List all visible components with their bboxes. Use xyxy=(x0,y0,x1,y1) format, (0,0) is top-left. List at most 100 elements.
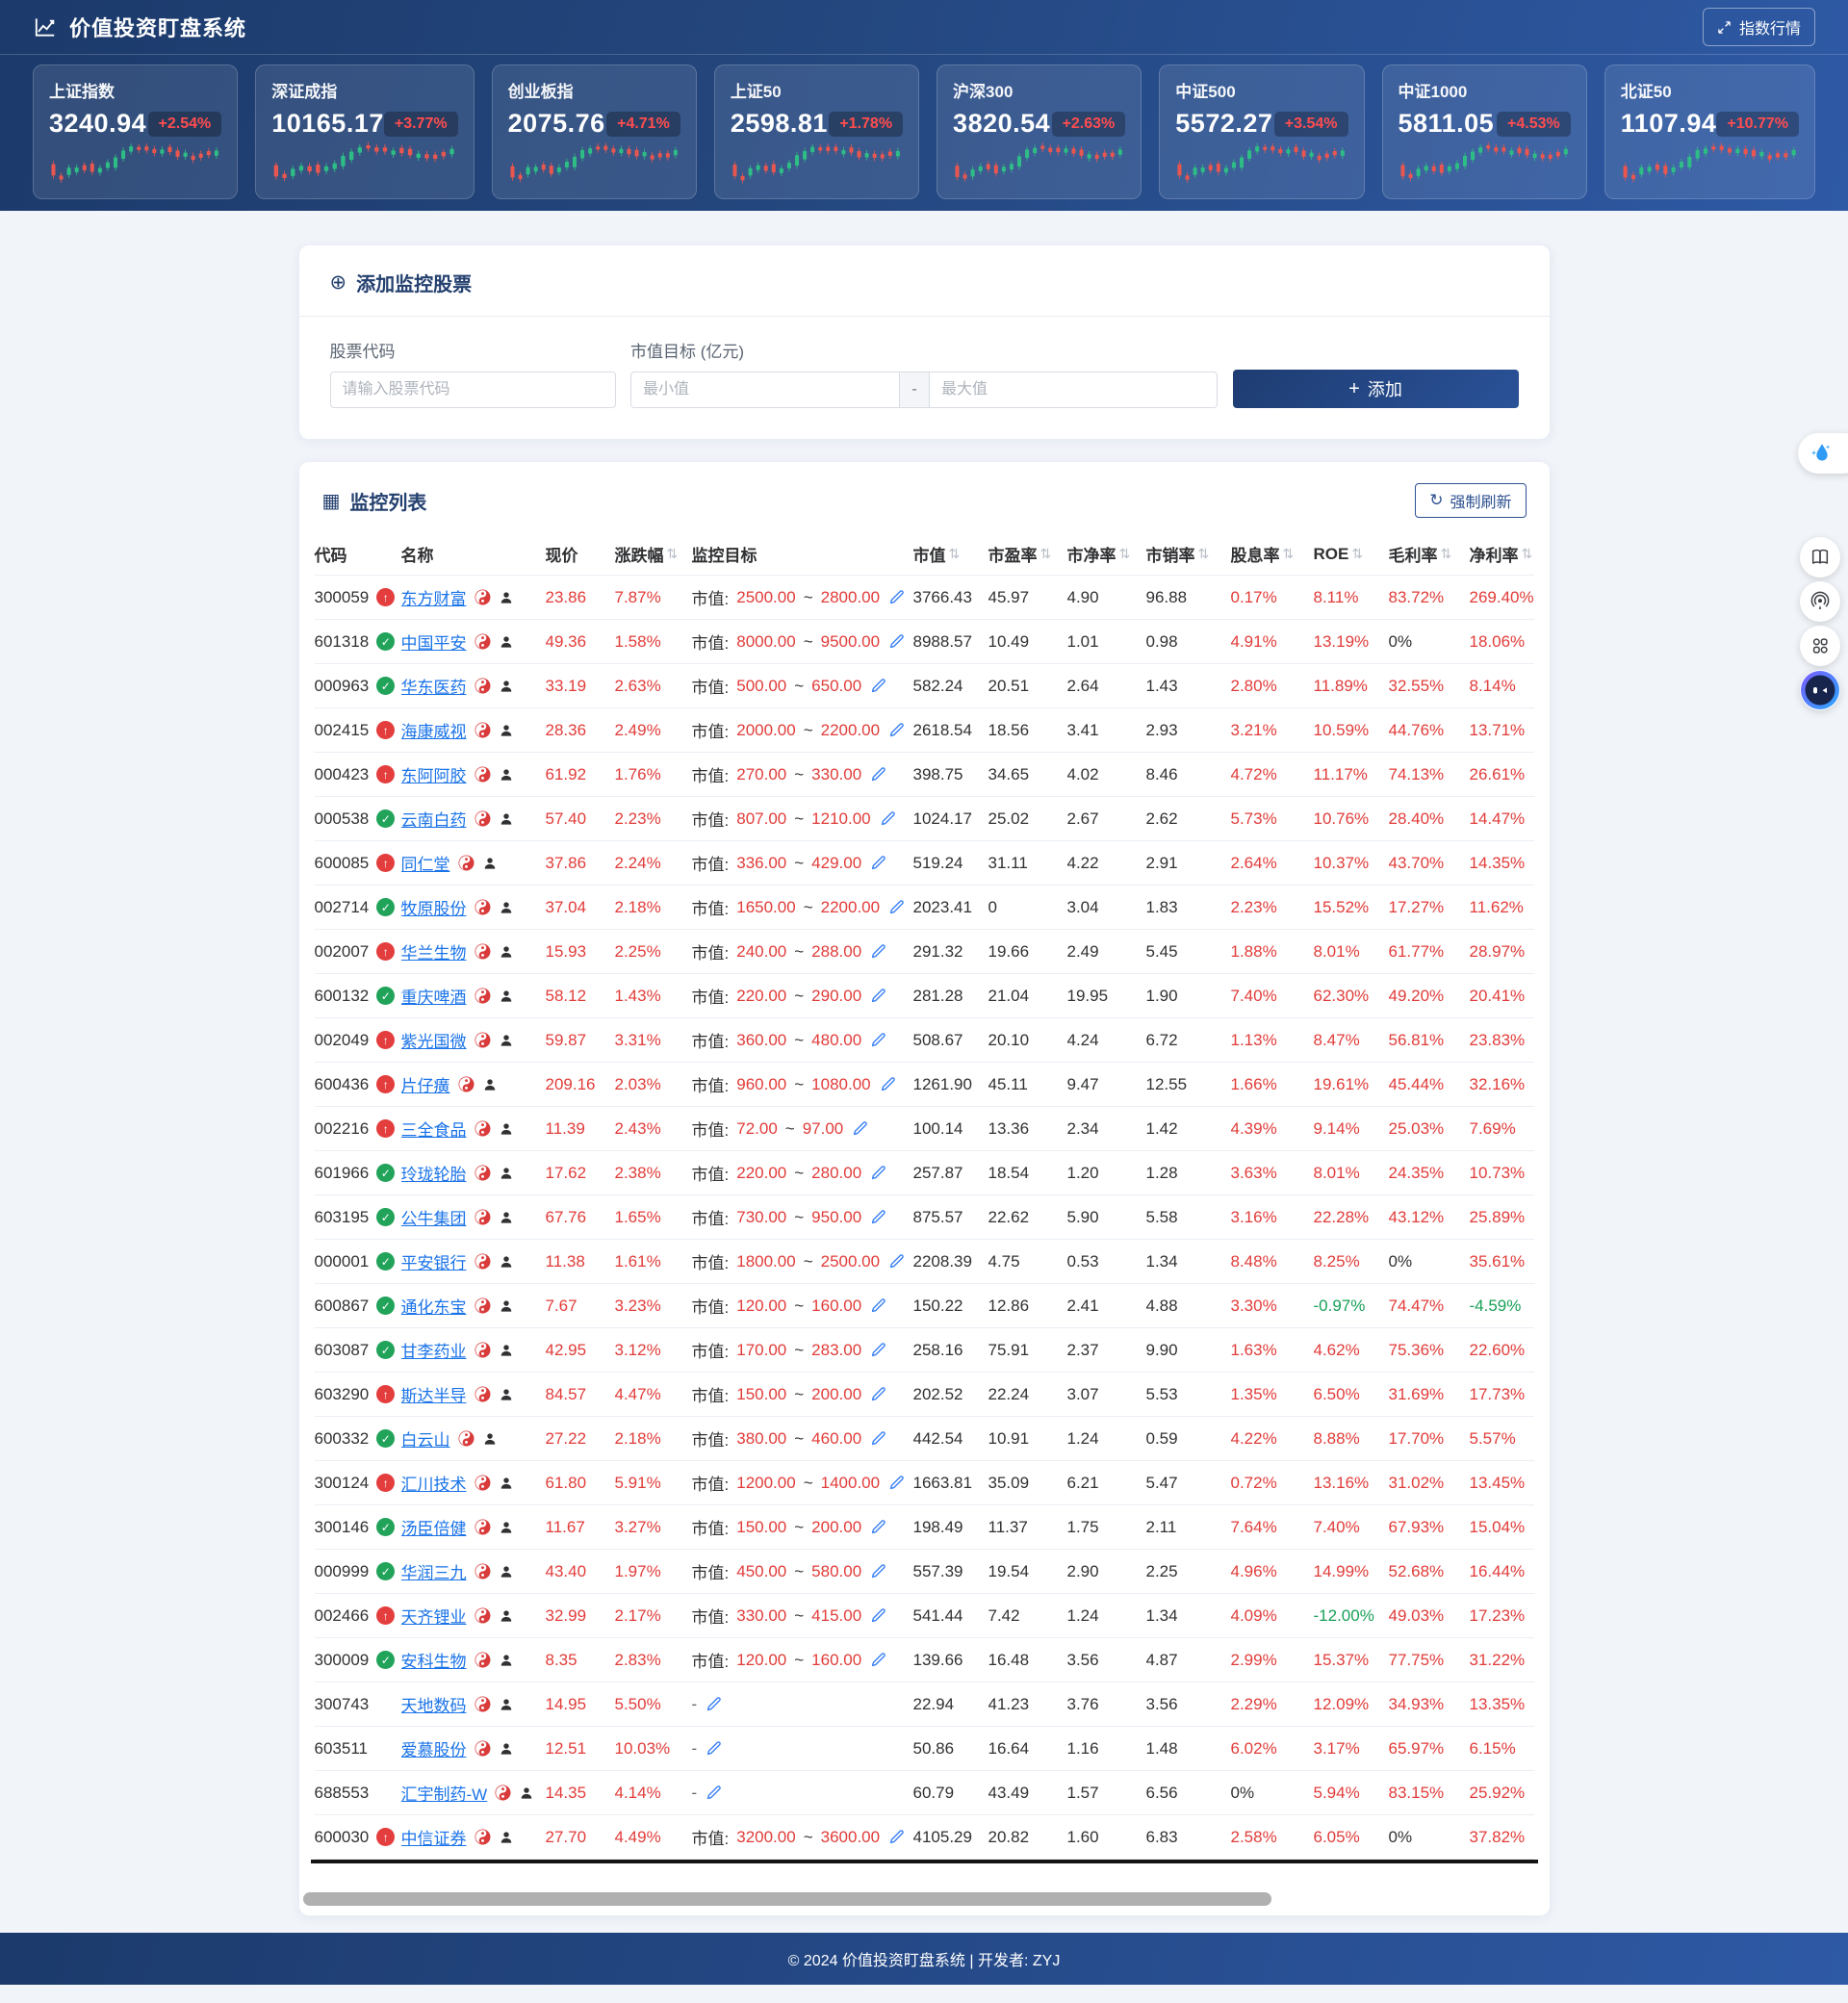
sort-icon[interactable]: ⇅ xyxy=(948,546,961,561)
holder-info-icon[interactable] xyxy=(482,1077,498,1092)
edit-target-icon[interactable] xyxy=(869,1385,887,1403)
holder-info-icon[interactable] xyxy=(499,944,514,960)
stock-name-link[interactable]: 云南白药 xyxy=(400,811,467,830)
kline-chart-icon[interactable] xyxy=(475,1297,491,1314)
edit-target-icon[interactable] xyxy=(869,765,887,783)
holder-info-icon[interactable] xyxy=(499,590,514,605)
sort-icon[interactable]: ⇅ xyxy=(1521,546,1533,561)
force-refresh-button[interactable]: ↻ 强制刷新 xyxy=(1415,483,1527,518)
sort-icon[interactable]: ⇅ xyxy=(1282,546,1295,561)
holder-info-icon[interactable] xyxy=(499,1608,514,1624)
edit-target-icon[interactable] xyxy=(879,1075,897,1093)
column-header-7[interactable]: 市盈率 ⇅ xyxy=(988,546,1052,565)
kline-chart-icon[interactable] xyxy=(475,899,491,915)
column-header-8[interactable]: 市净率 ⇅ xyxy=(1066,546,1131,565)
stock-name-link[interactable]: 牧原股份 xyxy=(400,900,467,918)
stock-name-link[interactable]: 华东医药 xyxy=(400,679,467,697)
edit-target-icon[interactable] xyxy=(869,942,887,961)
kline-chart-icon[interactable] xyxy=(458,1076,475,1092)
holder-info-icon[interactable] xyxy=(499,1121,514,1137)
holder-info-icon[interactable] xyxy=(499,634,514,650)
stock-name-link[interactable]: 白云山 xyxy=(400,1431,450,1450)
edit-target-icon[interactable] xyxy=(705,1784,723,1802)
edit-target-icon[interactable] xyxy=(869,854,887,872)
kline-chart-icon[interactable] xyxy=(475,988,491,1004)
kline-chart-icon[interactable] xyxy=(475,1652,491,1668)
holder-info-icon[interactable] xyxy=(519,1785,534,1801)
stock-name-link[interactable]: 三全食品 xyxy=(400,1121,467,1140)
podcast-button[interactable] xyxy=(1800,581,1840,622)
stock-name-link[interactable]: 中国平安 xyxy=(400,634,467,653)
edit-target-icon[interactable] xyxy=(869,1651,887,1669)
holder-info-icon[interactable] xyxy=(499,811,514,827)
column-header-6[interactable]: 市值 ⇅ xyxy=(912,546,961,565)
edit-target-icon[interactable] xyxy=(869,1297,887,1315)
sort-icon[interactable]: ⇅ xyxy=(1197,546,1210,561)
stock-name-link[interactable]: 爱慕股份 xyxy=(400,1741,467,1759)
edit-target-icon[interactable] xyxy=(887,721,906,739)
column-header-10[interactable]: 股息率 ⇅ xyxy=(1230,546,1295,565)
stock-name-link[interactable]: 同仁堂 xyxy=(400,856,450,874)
edit-target-icon[interactable] xyxy=(705,1739,723,1758)
stock-name-link[interactable]: 平安银行 xyxy=(400,1254,467,1272)
edit-target-icon[interactable] xyxy=(869,1164,887,1182)
kline-chart-icon[interactable] xyxy=(475,1740,491,1757)
kline-chart-icon[interactable] xyxy=(475,1563,491,1579)
sort-icon[interactable]: ⇅ xyxy=(1118,546,1131,561)
edit-target-icon[interactable] xyxy=(879,809,897,828)
kline-chart-icon[interactable] xyxy=(475,1386,491,1402)
holder-info-icon[interactable] xyxy=(499,1520,514,1535)
holder-info-icon[interactable] xyxy=(499,1697,514,1712)
holder-info-icon[interactable] xyxy=(482,1431,498,1447)
edit-target-icon[interactable] xyxy=(869,1031,887,1049)
stock-name-link[interactable]: 华润三九 xyxy=(400,1564,467,1582)
holder-info-icon[interactable] xyxy=(499,1210,514,1225)
kline-chart-icon[interactable] xyxy=(475,1475,491,1491)
index-card[interactable]: 上证指数 3240.94 +2.54% xyxy=(33,64,239,199)
holder-info-icon[interactable] xyxy=(499,1653,514,1668)
stock-name-link[interactable]: 天地数码 xyxy=(400,1697,467,1715)
stock-name-link[interactable]: 片仔癀 xyxy=(400,1077,450,1095)
kline-chart-icon[interactable] xyxy=(475,810,491,827)
edit-target-icon[interactable] xyxy=(869,1341,887,1359)
kline-chart-icon[interactable] xyxy=(475,766,491,783)
kline-chart-icon[interactable] xyxy=(475,1032,491,1048)
robot-assistant-button[interactable] xyxy=(1800,670,1840,710)
stock-name-link[interactable]: 安科生物 xyxy=(400,1653,467,1671)
edit-target-icon[interactable] xyxy=(887,1252,906,1271)
stock-name-link[interactable]: 汇宇制药-W xyxy=(400,1785,488,1804)
holder-info-icon[interactable] xyxy=(499,1830,514,1845)
holder-info-icon[interactable] xyxy=(499,900,514,915)
kline-chart-icon[interactable] xyxy=(458,1430,475,1447)
stock-name-link[interactable]: 汤臣倍健 xyxy=(400,1520,467,1538)
add-stock-button[interactable]: + 添加 xyxy=(1232,370,1519,408)
edit-target-icon[interactable] xyxy=(887,632,906,651)
ai-drop-button[interactable] xyxy=(1798,433,1848,474)
kline-chart-icon[interactable] xyxy=(475,1696,491,1712)
index-card[interactable]: 创业板指 2075.76 +4.71% xyxy=(491,64,697,199)
stock-name-link[interactable]: 东阿阿胶 xyxy=(400,767,467,785)
holder-info-icon[interactable] xyxy=(499,1476,514,1491)
kline-chart-icon[interactable] xyxy=(475,1519,491,1535)
edit-target-icon[interactable] xyxy=(869,1562,887,1580)
stock-name-link[interactable]: 斯达半导 xyxy=(400,1387,467,1405)
index-quotes-button[interactable]: 指数行情 xyxy=(1702,8,1815,46)
stock-name-link[interactable]: 中信证券 xyxy=(400,1830,467,1848)
holder-info-icon[interactable] xyxy=(499,1166,514,1181)
kline-chart-icon[interactable] xyxy=(475,1253,491,1270)
holder-info-icon[interactable] xyxy=(499,1343,514,1358)
holder-info-icon[interactable] xyxy=(499,679,514,694)
holder-info-icon[interactable] xyxy=(499,1254,514,1270)
kline-chart-icon[interactable] xyxy=(475,678,491,694)
kline-chart-icon[interactable] xyxy=(475,589,491,605)
mcap-min-input[interactable] xyxy=(630,372,900,408)
stock-name-link[interactable]: 通化东宝 xyxy=(400,1298,467,1317)
column-header-12[interactable]: 毛利率 ⇅ xyxy=(1388,546,1452,565)
edit-target-icon[interactable] xyxy=(869,677,887,695)
stock-name-link[interactable]: 天齐锂业 xyxy=(400,1608,467,1627)
stock-name-link[interactable]: 海康威视 xyxy=(400,723,467,741)
edit-target-icon[interactable] xyxy=(869,1429,887,1448)
edit-target-icon[interactable] xyxy=(887,898,906,916)
edit-target-icon[interactable] xyxy=(887,1474,906,1492)
holder-info-icon[interactable] xyxy=(499,1741,514,1757)
